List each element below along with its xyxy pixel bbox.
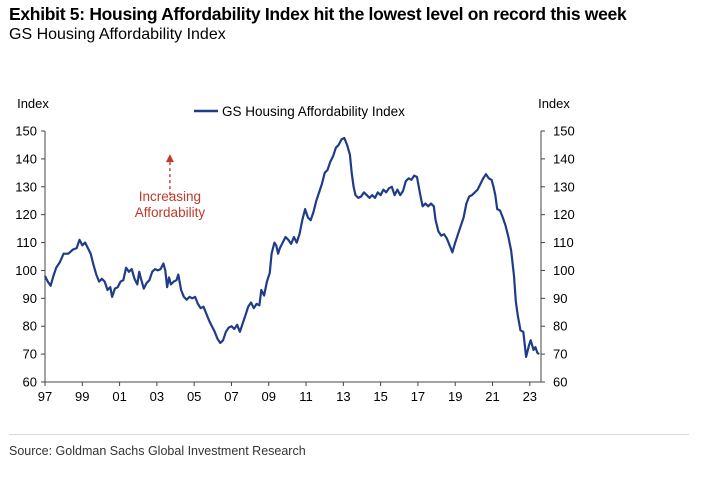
y-tick-label-left: 70 bbox=[23, 347, 37, 362]
legend-label: GS Housing Affordability Index bbox=[222, 104, 405, 119]
x-tick-label: 97 bbox=[38, 389, 52, 404]
chart-subtitle: GS Housing Affordability Index bbox=[9, 26, 226, 43]
chart-title: Exhibit 5: Housing Affordability Index h… bbox=[9, 4, 627, 24]
x-tick-label: 09 bbox=[262, 389, 276, 404]
x-tick-label: 01 bbox=[112, 389, 126, 404]
y-tick-label-right: 60 bbox=[553, 375, 567, 390]
x-tick-label: 17 bbox=[411, 389, 425, 404]
y-tick-label-right: 110 bbox=[553, 235, 574, 250]
annotation-text: Affordability bbox=[135, 205, 206, 220]
y-tick-label-right: 130 bbox=[553, 179, 575, 194]
y-tick-label-left: 140 bbox=[15, 151, 37, 166]
left-axis-label: Index bbox=[17, 96, 49, 111]
y-tick-label-left: 80 bbox=[23, 319, 37, 334]
annotation-arrow-head bbox=[165, 154, 174, 163]
right-axis-label: Index bbox=[538, 96, 570, 111]
y-tick-label-left: 100 bbox=[15, 263, 37, 278]
y-tick-label-right: 100 bbox=[553, 263, 575, 278]
y-tick-label-right: 80 bbox=[553, 319, 567, 334]
x-tick-label: 13 bbox=[336, 389, 350, 404]
y-tick-label-left: 130 bbox=[15, 179, 37, 194]
x-tick-label: 11 bbox=[299, 389, 313, 404]
y-tick-label-right: 70 bbox=[553, 347, 567, 362]
y-tick-label-right: 140 bbox=[553, 151, 575, 166]
x-tick-label: 99 bbox=[75, 389, 89, 404]
series-line-housing-affordability bbox=[44, 136, 540, 358]
x-tick-label: 03 bbox=[150, 389, 164, 404]
x-tick-label: 19 bbox=[448, 389, 462, 404]
y-tick-label-right: 120 bbox=[553, 207, 575, 222]
annotation-text: Increasing bbox=[139, 189, 201, 204]
y-tick-label-left: 150 bbox=[15, 124, 37, 139]
x-tick-label: 07 bbox=[224, 389, 238, 404]
x-tick-label: 23 bbox=[523, 389, 537, 404]
y-tick-label-left: 60 bbox=[23, 375, 37, 390]
y-tick-label-left: 90 bbox=[23, 291, 37, 306]
source-note: Source: Goldman Sachs Global Investment … bbox=[9, 444, 306, 458]
y-tick-label-left: 110 bbox=[16, 235, 37, 250]
y-tick-label-right: 90 bbox=[553, 291, 567, 306]
y-tick-label-left: 120 bbox=[15, 207, 37, 222]
x-tick-label: 21 bbox=[485, 389, 499, 404]
x-tick-label: 15 bbox=[373, 389, 387, 404]
divider bbox=[9, 434, 689, 435]
x-tick-label: 05 bbox=[187, 389, 201, 404]
y-tick-label-right: 150 bbox=[553, 124, 575, 139]
